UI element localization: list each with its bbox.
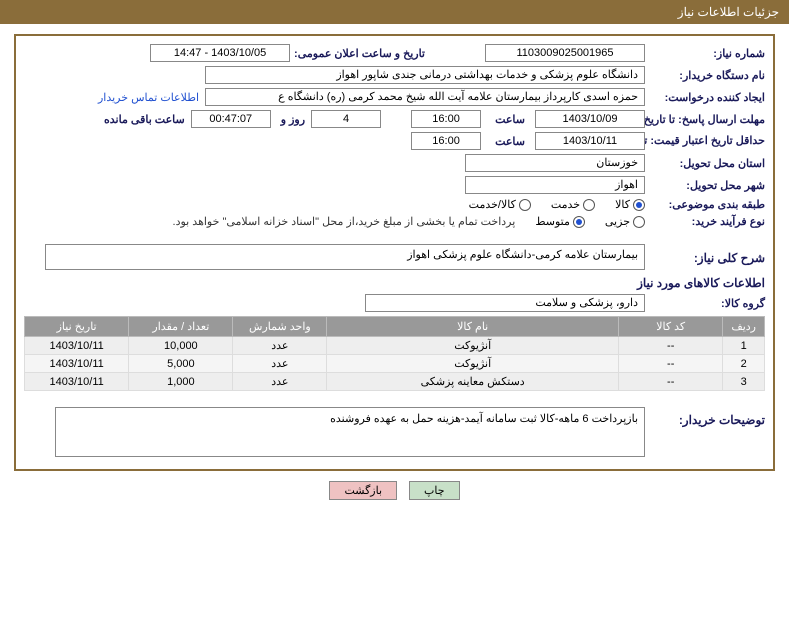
deadline-remain-suffix: ساعت باقی مانده [100, 113, 185, 126]
validity-label: حداقل تاریخ اعتبار قیمت: تا تاریخ: [645, 135, 765, 147]
table-cell-code: -- [619, 337, 723, 355]
th-code: کد کالا [619, 317, 723, 337]
deadline-time-label: ساعت [491, 113, 525, 126]
back-button[interactable]: بازگشت [329, 481, 397, 500]
th-row: ردیف [723, 317, 765, 337]
th-date: تاریخ نیاز [25, 317, 129, 337]
table-cell-row: 2 [723, 355, 765, 373]
table-cell-code: -- [619, 355, 723, 373]
items-table: ردیف کد کالا نام کالا واحد شمارش تعداد /… [24, 316, 765, 391]
purchase-type-option1-label: جزیی [605, 215, 630, 228]
th-qty: تعداد / مقدار [129, 317, 233, 337]
table-cell-row: 3 [723, 373, 765, 391]
table-cell-date: 1403/10/11 [25, 355, 129, 373]
table-row: 3--دستکش معاینه پزشکیعدد1,0001403/10/11 [25, 373, 765, 391]
table-cell-unit: عدد [233, 373, 327, 391]
summary-label: شرح کلی نیاز: [645, 251, 765, 265]
table-header-row: ردیف کد کالا نام کالا واحد شمارش تعداد /… [25, 317, 765, 337]
deadline-date: 1403/10/09 [535, 110, 645, 128]
classification-option-goods[interactable]: کالا [615, 198, 645, 211]
classification-label: طبقه بندی موضوعی: [645, 198, 765, 211]
main-frame: شماره نیاز: 1103009025001965 تاریخ و ساع… [14, 34, 775, 471]
item-group-value: دارو، پزشکی و سلامت [365, 294, 645, 312]
buyer-notes-label: توضیحات خریدار: [645, 407, 765, 427]
province-value: خوزستان [465, 154, 645, 172]
deadline-time: 16:00 [411, 110, 481, 128]
city-label: شهر محل تحویل: [645, 179, 765, 192]
classification-option1-label: کالا [615, 198, 630, 211]
table-cell-code: -- [619, 373, 723, 391]
classification-option2-label: خدمت [551, 198, 580, 211]
classification-option3-label: کالا/خدمت [469, 198, 516, 211]
table-cell-name: آنژیوکت [327, 355, 619, 373]
purchase-type-group: جزیی متوسط [535, 215, 645, 228]
items-section-title: اطلاعات کالاهای مورد نیاز [24, 276, 765, 290]
need-number-label: شماره نیاز: [645, 47, 765, 60]
buyer-org-label: نام دستگاه خریدار: [645, 69, 765, 82]
panel-header: جزئیات اطلاعات نیاز [0, 0, 789, 24]
requester-label: ایجاد کننده درخواست: [645, 91, 765, 104]
announce-datetime: 1403/10/05 - 14:47 [150, 44, 290, 62]
button-row: چاپ بازگشت [0, 481, 789, 500]
classification-option-both[interactable]: کالا/خدمت [469, 198, 531, 211]
panel-title: جزئیات اطلاعات نیاز [678, 5, 779, 19]
purchase-type-option-partial[interactable]: جزیی [605, 215, 645, 228]
table-cell-name: آنژیوکت [327, 337, 619, 355]
validity-time: 16:00 [411, 132, 481, 150]
purchase-type-option2-label: متوسط [535, 215, 570, 228]
deadline-label: مهلت ارسال پاسخ: تا تاریخ: [645, 113, 765, 126]
announce-label: تاریخ و ساعت اعلان عمومی: [290, 47, 425, 60]
table-cell-qty: 10,000 [129, 337, 233, 355]
table-cell-date: 1403/10/11 [25, 337, 129, 355]
validity-time-label: ساعت [491, 135, 525, 148]
deadline-days: 4 [311, 110, 381, 128]
table-cell-row: 1 [723, 337, 765, 355]
validity-date: 1403/10/11 [535, 132, 645, 150]
table-cell-name: دستکش معاینه پزشکی [327, 373, 619, 391]
deadline-days-suffix: روز و [277, 113, 305, 126]
purchase-type-note: پرداخت تمام یا بخشی از مبلغ خرید،از محل … [173, 215, 516, 228]
need-number-value: 1103009025001965 [485, 44, 645, 62]
province-label: استان محل تحویل: [645, 157, 765, 170]
classification-option-service[interactable]: خدمت [551, 198, 595, 211]
summary-value: بیمارستان علامه کرمی-دانشگاه علوم پزشکی … [45, 244, 645, 270]
th-unit: واحد شمارش [233, 317, 327, 337]
purchase-type-option-medium[interactable]: متوسط [535, 215, 585, 228]
item-group-label: گروه کالا: [645, 297, 765, 310]
table-cell-qty: 5,000 [129, 355, 233, 373]
table-cell-unit: عدد [233, 355, 327, 373]
buyer-org-value: دانشگاه علوم پزشکی و خدمات بهداشتی درمان… [205, 66, 645, 84]
deadline-countdown: 00:47:07 [191, 110, 271, 128]
table-row: 1--آنژیوکتعدد10,0001403/10/11 [25, 337, 765, 355]
table-cell-date: 1403/10/11 [25, 373, 129, 391]
th-name: نام کالا [327, 317, 619, 337]
table-row: 2--آنژیوکتعدد5,0001403/10/11 [25, 355, 765, 373]
purchase-type-label: نوع فرآیند خرید: [645, 215, 765, 228]
city-value: اهواز [465, 176, 645, 194]
buyer-contact-link[interactable]: اطلاعات تماس خریدار [98, 91, 199, 104]
table-cell-qty: 1,000 [129, 373, 233, 391]
print-button[interactable]: چاپ [409, 481, 460, 500]
table-cell-unit: عدد [233, 337, 327, 355]
classification-group: کالا خدمت کالا/خدمت [469, 198, 645, 211]
buyer-notes-value: بازپرداخت 6 ماهه-کالا ثبت سامانه آیمد-هز… [55, 407, 645, 457]
requester-value: حمزه اسدی کارپرداز بیمارستان علامه آیت ا… [205, 88, 645, 106]
